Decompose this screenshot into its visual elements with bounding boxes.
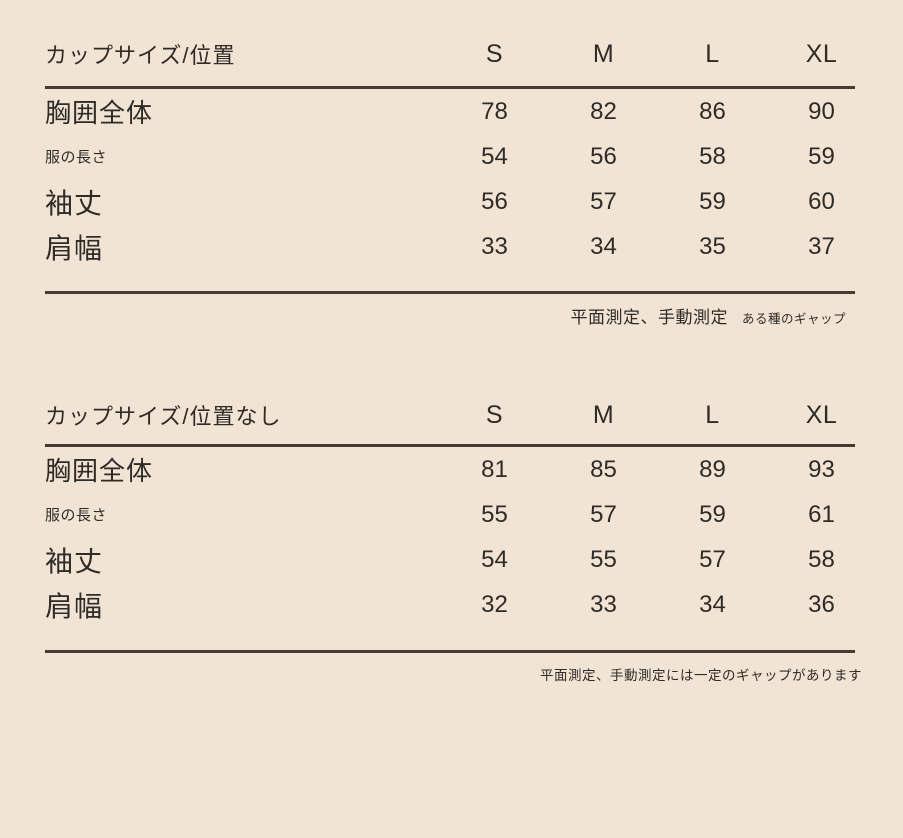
cell-value: 56 — [590, 142, 617, 170]
table1-title: カップサイズ/位置 — [45, 43, 236, 68]
cell-value: 54 — [481, 545, 508, 573]
cell-value: 86 — [699, 97, 726, 125]
table1-footnote: 平面測定、手動測定 ある種のギャップ — [0, 309, 846, 328]
footnote-measurement-note: 平面測定、手動測定 — [570, 308, 728, 327]
cell-value: 59 — [699, 187, 726, 215]
cell-value: 89 — [699, 455, 726, 483]
table-row: 袖丈 54 55 57 58 — [45, 537, 876, 582]
table1-column-header-m: M — [592, 39, 615, 68]
footnote-gap-note: ある種のギャップ — [741, 312, 846, 326]
table-row: 肩幅 32 33 34 36 — [45, 582, 876, 627]
table2-column-header-s: S — [485, 400, 504, 429]
table2-column-header-m: M — [592, 400, 615, 429]
cell-value: 54 — [481, 142, 508, 170]
cell-value: 57 — [590, 187, 617, 215]
cell-value: 35 — [699, 232, 726, 260]
table2-title: カップサイズ/位置なし — [45, 404, 282, 429]
row-label-shoulder-width: 肩幅 — [45, 232, 104, 264]
cell-value: 33 — [481, 232, 508, 260]
cell-value: 82 — [590, 97, 617, 125]
table1-column-header-xl: XL — [805, 39, 838, 68]
table-row: 胸囲全体 78 82 86 90 — [45, 89, 876, 134]
table2-bottom-divider — [45, 650, 855, 653]
cell-value: 58 — [808, 545, 835, 573]
table1-header-row: カップサイズ/位置 S M L XL — [45, 38, 876, 69]
table2-header-row: カップサイズ/位置なし S M L XL — [45, 399, 876, 430]
table1-bottom-divider — [45, 291, 855, 294]
table2-footnote: 平面測定、手動測定には一定のギャップがあります — [540, 668, 862, 683]
cell-value: 55 — [590, 545, 617, 573]
cell-value: 60 — [808, 187, 835, 215]
table-row: 肩幅 33 34 35 37 — [45, 224, 876, 269]
cell-value: 85 — [590, 455, 617, 483]
cell-value: 55 — [481, 500, 508, 528]
cell-value: 37 — [808, 232, 835, 260]
row-label-sleeve-length: 袖丈 — [45, 545, 104, 577]
cell-value: 90 — [808, 97, 835, 125]
cell-value: 59 — [808, 142, 835, 170]
cell-value: 33 — [590, 590, 617, 618]
table1-column-header-l: L — [705, 39, 720, 68]
cell-value: 57 — [590, 500, 617, 528]
table1-column-header-s: S — [485, 39, 504, 68]
cell-value: 93 — [808, 455, 835, 483]
row-label-garment-length: 服の長さ — [45, 149, 108, 166]
cell-value: 34 — [699, 590, 726, 618]
cell-value: 78 — [481, 97, 508, 125]
row-label-chest: 胸囲全体 — [45, 456, 154, 486]
row-label-shoulder-width: 肩幅 — [45, 590, 104, 622]
cell-value: 32 — [481, 590, 508, 618]
cell-value: 81 — [481, 455, 508, 483]
table2-column-header-xl: XL — [805, 400, 838, 429]
row-label-chest: 胸囲全体 — [45, 98, 154, 128]
table-row: 服の長さ 54 56 58 59 — [45, 134, 876, 179]
table1-top-divider — [45, 86, 855, 89]
size-table-cup-position: カップサイズ/位置 S M L XL 胸囲全体 78 82 86 90 服の長さ… — [0, 38, 903, 328]
size-chart-page: カップサイズ/位置 S M L XL 胸囲全体 78 82 86 90 服の長さ… — [0, 38, 903, 838]
cell-value: 34 — [590, 232, 617, 260]
row-label-garment-length: 服の長さ — [45, 507, 108, 524]
table-row: 袖丈 56 57 59 60 — [45, 179, 876, 224]
cell-value: 56 — [481, 187, 508, 215]
cell-value: 61 — [808, 500, 835, 528]
table2-column-header-l: L — [705, 400, 720, 429]
cell-value: 58 — [699, 142, 726, 170]
cell-value: 57 — [699, 545, 726, 573]
table-row: 服の長さ 55 57 59 61 — [45, 492, 876, 537]
cell-value: 36 — [808, 590, 835, 618]
row-label-sleeve-length: 袖丈 — [45, 187, 104, 219]
cell-value: 59 — [699, 500, 726, 528]
table2-top-divider — [45, 444, 855, 447]
table-row: 胸囲全体 81 85 89 93 — [45, 447, 876, 492]
size-table-no-cup-position: カップサイズ/位置なし S M L XL 胸囲全体 81 85 89 93 服の… — [0, 399, 903, 684]
